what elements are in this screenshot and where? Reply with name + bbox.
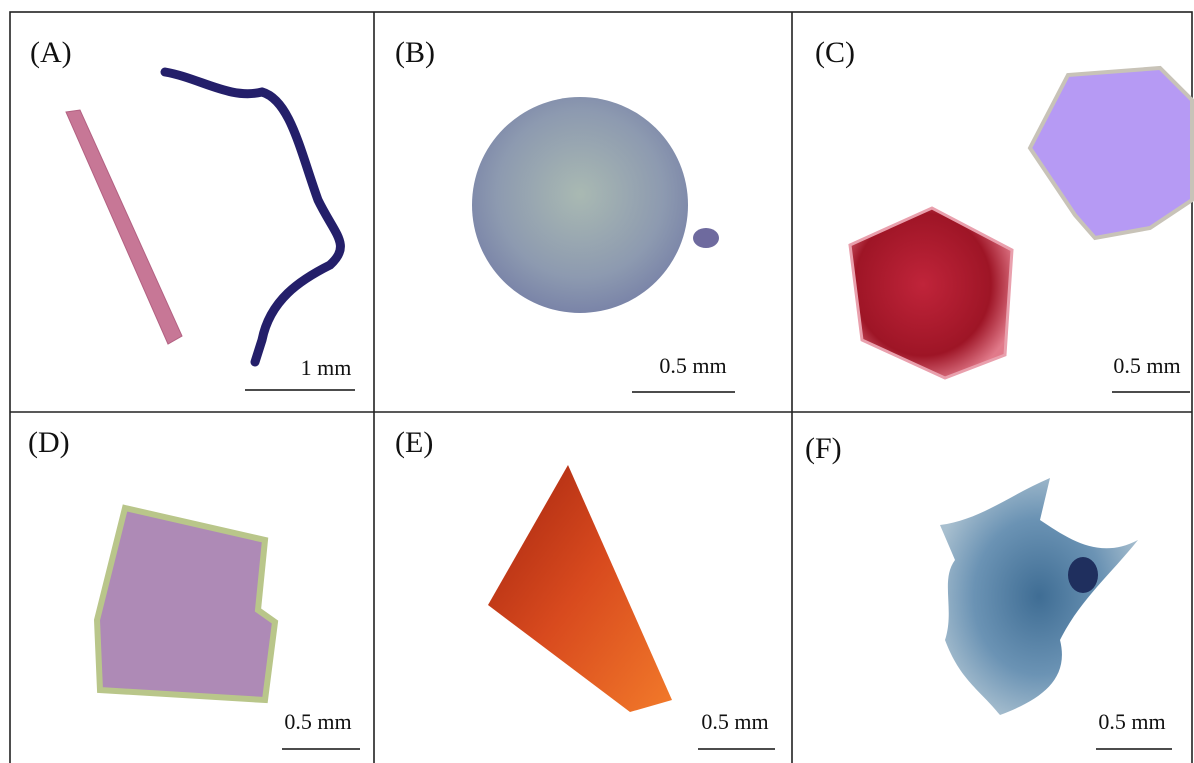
panel-label: (B) — [395, 36, 435, 69]
dark-spot — [1068, 557, 1098, 593]
scale-label: 1 mm — [301, 355, 352, 380]
panel-label: (F) — [805, 432, 842, 465]
purple-hexagon — [1030, 68, 1192, 238]
round-particle — [472, 97, 688, 313]
scale-label: 0.5 mm — [701, 709, 768, 734]
scale-label: 0.5 mm — [659, 353, 726, 378]
figure: (A) (B) (C) (D) (E) (F) 1 mm 0.5 mm 0.5 … — [0, 0, 1194, 763]
panel-label: (D) — [28, 426, 70, 459]
pink-fiber — [66, 110, 182, 344]
scale-label: 0.5 mm — [1113, 353, 1180, 378]
orange-fragment — [488, 465, 672, 712]
red-hexagon — [850, 208, 1012, 378]
particle-fragment — [693, 228, 719, 248]
blue-fiber — [165, 72, 340, 362]
purple-film — [97, 508, 275, 700]
panel-label: (C) — [815, 36, 855, 69]
scale-label: 0.5 mm — [1098, 709, 1165, 734]
panel-label: (E) — [395, 426, 433, 459]
scale-label: 0.5 mm — [284, 709, 351, 734]
panel-label: (A) — [30, 36, 72, 69]
blue-fragment — [940, 478, 1138, 715]
